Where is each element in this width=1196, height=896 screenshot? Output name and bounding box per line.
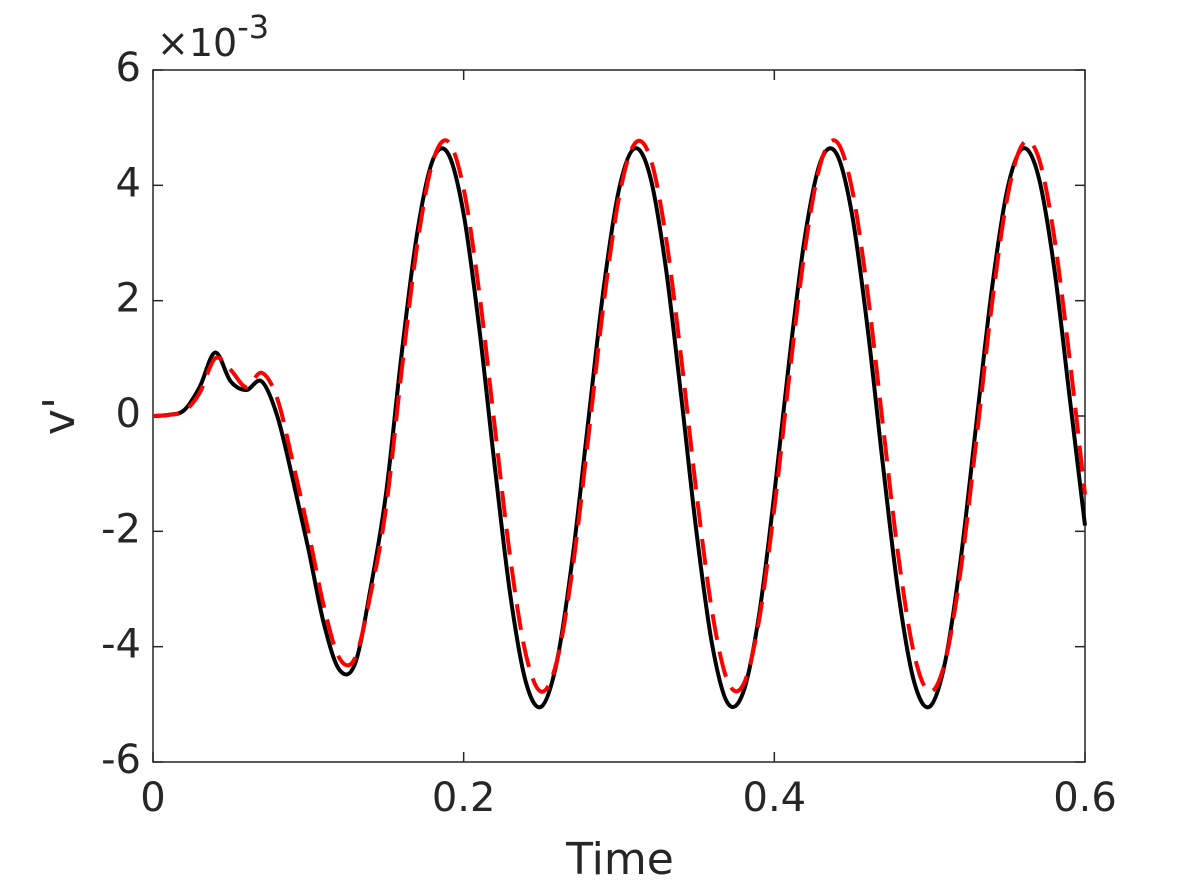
y-tick-label: 6 <box>116 45 141 91</box>
x-tick-label: 0.4 <box>743 775 807 821</box>
y-multiplier: ×10-3 <box>157 8 269 65</box>
y-exponent: -3 <box>237 8 269 46</box>
x-axis-label: Time <box>565 834 674 885</box>
y-tick-label: -2 <box>101 506 141 552</box>
x-tick-label: 0.2 <box>432 775 496 821</box>
y-axis-label: v' <box>34 397 85 435</box>
y-tick-label: 4 <box>116 160 141 206</box>
y-tick-label: 0 <box>116 391 141 437</box>
series-line <box>152 138 1087 694</box>
y-tick-label: -6 <box>101 737 141 783</box>
y-multiplier-base: ×10 <box>157 21 237 65</box>
y-tick-label: 2 <box>116 276 141 322</box>
x-tick-label: 0 <box>140 775 165 821</box>
y-tick-label: -4 <box>101 622 141 668</box>
x-tick-label: 0.6 <box>1053 775 1117 821</box>
